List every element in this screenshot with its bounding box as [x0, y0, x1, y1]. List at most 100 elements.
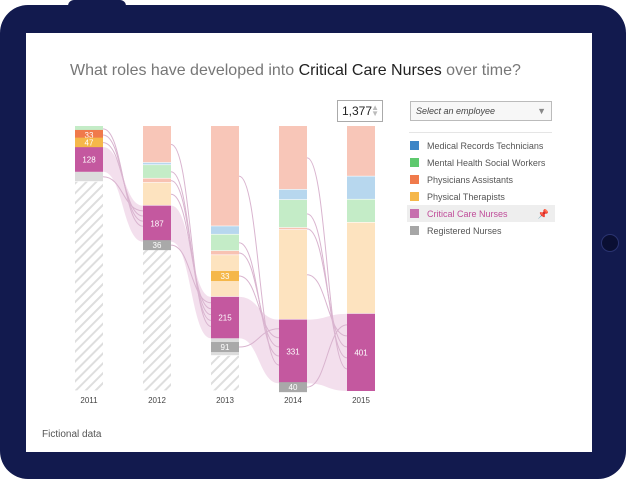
title-suffix: over time? — [441, 62, 521, 79]
bar-segment-physical-therapists[interactable] — [143, 182, 171, 206]
data-label: 401 — [354, 348, 368, 357]
legend-item-physical-therapists[interactable]: Physical Therapists — [407, 188, 555, 205]
legend-item-label: Registered Nurses — [427, 225, 502, 236]
label-chip-physical-therapists — [75, 137, 103, 148]
legend-swatch — [410, 209, 419, 218]
highlight-segment-critical-care-nurses[interactable] — [347, 313, 375, 391]
employee-select-placeholder: Select an employee — [416, 106, 496, 116]
label-chip-registered-nurses — [211, 342, 239, 353]
pin-icon[interactable]: 📌 — [537, 209, 549, 219]
label-chip-registered-nurses — [143, 240, 171, 251]
title-prefix: What roles have developed into — [70, 62, 299, 79]
bar-segment-physicians-assistants[interactable] — [143, 178, 171, 183]
legend-item-critical-care-nurses[interactable]: Critical Care Nurses 📌 — [407, 205, 555, 222]
legend-item-label: Critical Care Nurses — [427, 208, 508, 219]
bar-segment-other-roles[interactable] — [279, 126, 307, 190]
flow-line — [238, 242, 280, 357]
flow-line — [306, 324, 348, 388]
bar-segment-physicians-assistants[interactable] — [211, 250, 239, 255]
data-label: 36 — [153, 241, 162, 250]
legend-item-label: Physicians Assistants — [427, 174, 514, 185]
flow-links — [102, 128, 348, 391]
dashboard-screen: What roles have developed into Critical … — [26, 33, 592, 452]
data-label: 47 — [85, 139, 94, 148]
highlight-segment-critical-care-nurses[interactable] — [279, 319, 307, 384]
legend-swatch — [410, 226, 419, 235]
legend-item-mental-health-social-workers[interactable]: Mental Health Social Workers — [407, 154, 555, 171]
legend-swatch — [410, 192, 419, 201]
footnote: Fictional data — [42, 429, 102, 440]
flow-line — [170, 244, 212, 304]
data-label: 215 — [218, 314, 232, 323]
legend-item-registered-nurses[interactable]: Registered Nurses — [407, 222, 555, 239]
chevron-down-icon: ▼ — [537, 106, 546, 116]
bar-segment-other-roles[interactable] — [143, 126, 171, 163]
flow-line — [306, 157, 348, 370]
flow-line — [102, 128, 144, 227]
legend-swatch — [410, 175, 419, 184]
legend-divider — [409, 132, 552, 133]
employee-count-field[interactable]: 1,377 ▲ ▼ — [337, 100, 383, 122]
data-label: 331 — [286, 347, 300, 356]
data-label: 40 — [289, 383, 298, 392]
bar-segment-physical-therapists[interactable] — [279, 229, 307, 320]
bar-segment-unassigned[interactable] — [211, 355, 239, 391]
bar-segment-physical-therapists[interactable] — [347, 222, 375, 314]
bar-segment-physicians-assistants[interactable] — [279, 227, 307, 230]
bar-segment-registered-nurses[interactable] — [75, 171, 103, 182]
bar-segment-mental-health-social-workers[interactable] — [143, 165, 171, 178]
flow-line — [170, 171, 212, 322]
legend-item-label: Medical Records Technicians — [427, 140, 544, 151]
bar-segment-medical-records-technicians[interactable] — [347, 176, 375, 199]
flow-band-critical-care-nurses — [239, 296, 279, 384]
bar-segment-mental-health-social-workers[interactable] — [75, 126, 103, 132]
highlight-segment-critical-care-nurses[interactable] — [143, 205, 171, 242]
bar-segment-medical-records-technicians[interactable] — [279, 189, 307, 200]
tablet-home-button[interactable] — [601, 234, 619, 252]
bar-segment-mental-health-social-workers[interactable] — [347, 199, 375, 223]
label-chip-physical-therapists — [211, 271, 239, 282]
employee-count-value: 1,377 — [342, 104, 373, 118]
spinner-arrows-icon[interactable]: ▲ ▼ — [371, 103, 379, 118]
legend-swatch — [410, 141, 419, 150]
flow-line — [170, 193, 212, 310]
x-tick-label: 2015 — [352, 396, 370, 405]
bar-segment-unassigned[interactable] — [143, 248, 171, 391]
legend: Medical Records Technicians Mental Healt… — [407, 137, 555, 239]
label-chip-registered-nurses — [279, 382, 307, 393]
bar-segment-mental-health-social-workers[interactable] — [279, 199, 307, 228]
highlight-segment-critical-care-nurses[interactable] — [75, 147, 103, 172]
bar-segment-other-roles[interactable] — [347, 126, 375, 176]
bar-segment-medical-records-technicians[interactable] — [143, 162, 171, 165]
flow-line — [238, 275, 280, 339]
bar-segment-mental-health-social-workers[interactable] — [211, 234, 239, 251]
bar-segment-unassigned[interactable] — [75, 181, 103, 391]
highlight-segment-critical-care-nurses[interactable] — [211, 296, 239, 339]
legend-swatch — [410, 158, 419, 167]
legend-item-physicians-assistants[interactable]: Physicians Assistants — [407, 171, 555, 188]
flow-line — [306, 213, 348, 359]
bar-segment-medical-records-technicians[interactable] — [211, 226, 239, 234]
flow-line — [238, 328, 280, 348]
x-axis: 2011 2012 2013 2014 2015 — [80, 396, 370, 405]
data-label: 33 — [85, 131, 94, 140]
data-label: 33 — [221, 272, 230, 281]
flow-line — [102, 176, 144, 212]
flow-band-critical-care-nurses — [171, 205, 211, 339]
page-title: What roles have developed into Critical … — [70, 62, 521, 80]
data-label: 187 — [150, 220, 164, 229]
x-tick-label: 2011 — [80, 396, 98, 405]
legend-item-label: Physical Therapists — [427, 191, 505, 202]
data-label: 91 — [221, 343, 230, 352]
flow-line — [306, 274, 348, 337]
employee-select[interactable]: Select an employee ▼ — [410, 101, 552, 121]
legend-item-medical-records-technicians[interactable]: Medical Records Technicians — [407, 137, 555, 154]
bar-segment-other-roles[interactable] — [211, 126, 239, 226]
x-tick-label: 2014 — [284, 396, 302, 405]
title-highlight: Critical Care Nurses — [298, 62, 442, 79]
data-label: 128 — [82, 155, 96, 164]
label-chip-physicians-assistants — [75, 129, 103, 140]
